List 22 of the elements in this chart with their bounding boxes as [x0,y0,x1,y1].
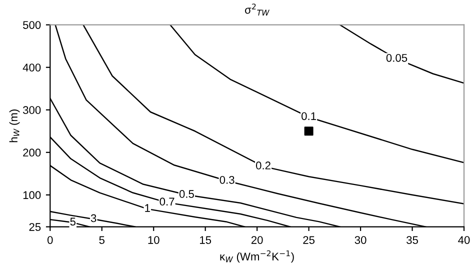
x-axis-title: κ$_{W}$ (Wm$^{−2}$K$^{−1}$) [220,250,294,263]
x-tick-label: 5 [99,236,104,244]
x-tick-label: 30 [354,236,366,244]
x-tick-label: 10 [148,236,160,244]
x-tick-label: 20 [251,236,263,244]
y-tick-label: 400 [22,64,41,72]
line-series [339,24,464,84]
y-tick-label: 25 [29,223,41,231]
line-series [170,24,464,164]
x-tick-label: 25 [303,236,315,244]
y-axis-title: h$_{W}$ (m) [9,110,20,142]
y-tick-label: 100 [23,191,41,200]
chart-title: σ$^{2}$$_{TW}$ [244,4,270,16]
x-tick-label: 40 [458,236,470,244]
y-tick-label: 300 [22,106,41,114]
line-series [82,24,464,204]
x-tick-label: 35 [406,236,418,244]
y-tick-label: 500 [23,21,41,29]
x-tick-label: 0 [47,236,53,244]
y-tick-label: 200 [23,148,41,157]
point [304,126,314,136]
x-tick-label: 15 [200,236,212,244]
